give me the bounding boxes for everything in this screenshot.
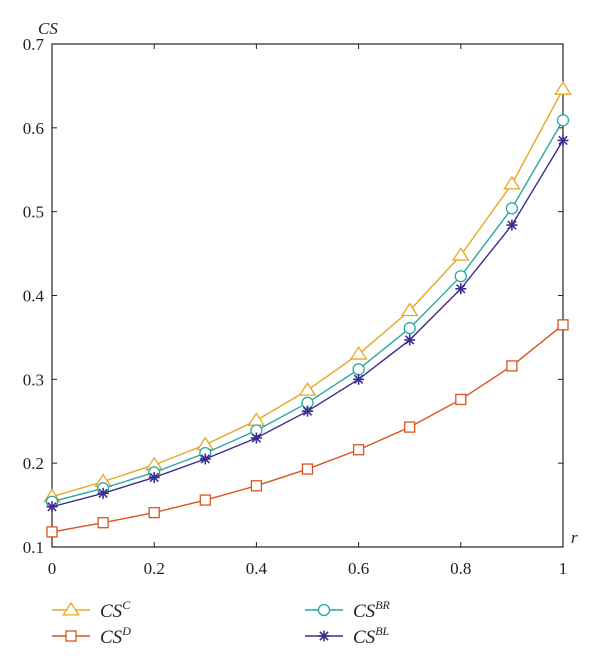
y-tick-label: 0.7 (23, 35, 45, 54)
x-tick-label: 0 (48, 559, 57, 578)
series-star (46, 134, 569, 513)
y-tick-label: 0.4 (23, 287, 45, 306)
data-point (250, 480, 263, 492)
y-tick-label: 0.5 (23, 203, 44, 222)
data-point (451, 247, 470, 261)
series-line (51, 324, 564, 533)
legend-label: CSBL (353, 624, 390, 648)
data-point (505, 202, 519, 215)
series-line (51, 140, 564, 508)
x-tick-label: 0.2 (144, 559, 165, 578)
data-point (404, 421, 416, 433)
legend-item-d: CSD (52, 624, 131, 648)
legend-item-bl: CSBL (305, 624, 390, 648)
legend-label: CSBR (353, 598, 391, 622)
data-point (298, 382, 317, 396)
legend-item-c: CSC (52, 598, 131, 622)
legend-marker (317, 603, 331, 617)
legend-label: CSD (100, 624, 131, 648)
data-point (556, 114, 570, 127)
data-point (301, 463, 314, 475)
data-point (46, 526, 58, 538)
series-triangle (43, 81, 572, 503)
data-point (506, 219, 518, 231)
data-point (557, 319, 569, 331)
data-point (199, 494, 211, 506)
data-point (554, 81, 572, 95)
x-tick-label: 0.6 (348, 559, 369, 578)
y-axis-label: CS (38, 19, 58, 38)
data-point (349, 345, 368, 360)
data-point (46, 501, 58, 513)
data-point (302, 405, 313, 417)
x-tick-label: 1 (559, 559, 568, 578)
data-point (352, 444, 365, 456)
axes: 0.1 0.2 0.3 0.4 0.5 0.6 0.7 0 0.2 0.4 0.6 0.8 1 CS r (23, 19, 578, 578)
data-point (455, 283, 467, 295)
data-point (506, 360, 518, 372)
series-square (46, 319, 569, 538)
data-point (455, 393, 467, 406)
data-point (148, 471, 160, 483)
y-tick-label: 0.6 (23, 119, 44, 138)
data-point (97, 487, 109, 499)
data-point (400, 302, 419, 317)
data-point (352, 363, 365, 376)
y-tick-label: 0.1 (23, 538, 44, 557)
x-axis-label: r (571, 528, 578, 547)
legend-marker (318, 630, 330, 642)
plot-area (43, 81, 572, 538)
legend-marker (62, 601, 80, 616)
data-point (503, 175, 521, 190)
data-point (403, 322, 416, 335)
x-tick-label: 0.8 (450, 559, 471, 578)
data-point (557, 134, 569, 146)
data-point (199, 453, 211, 465)
data-point (97, 517, 109, 529)
y-tick-label: 0.2 (23, 454, 44, 473)
data-point (353, 373, 365, 385)
series-circle (45, 114, 570, 508)
data-point (454, 270, 467, 283)
legend-item-br: CSBR (305, 598, 391, 622)
data-point (247, 412, 266, 426)
x-tick-label: 0.4 (246, 559, 268, 578)
y-tick-label: 0.3 (23, 370, 44, 389)
legend-label: CSC (100, 598, 131, 622)
legend-marker (65, 630, 77, 642)
data-point (404, 334, 416, 346)
data-point (148, 506, 160, 519)
series-line (51, 88, 564, 498)
series-line (51, 119, 564, 503)
data-point (250, 432, 262, 444)
